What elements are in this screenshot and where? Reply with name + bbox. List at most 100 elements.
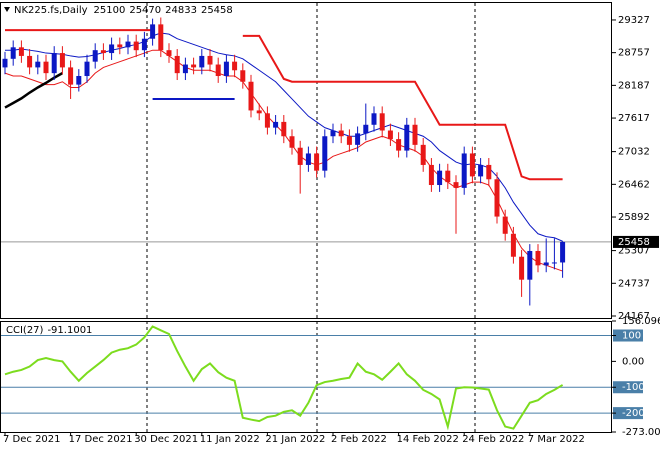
candle-body — [486, 164, 492, 180]
cci-panel — [0, 321, 612, 433]
candle-body — [191, 64, 197, 68]
y-tick-label: 25307 — [618, 246, 650, 257]
candle-body — [445, 170, 451, 183]
candle-body — [519, 256, 525, 280]
cci-last: -91.1001 — [47, 325, 92, 336]
y-tick-label: 0.00 — [622, 356, 644, 367]
candle-body — [543, 262, 549, 266]
candle-body — [166, 50, 172, 56]
candle-body — [322, 136, 328, 171]
candle-body — [35, 61, 41, 68]
candle-body — [174, 55, 180, 74]
candle-body — [289, 136, 295, 148]
indicator-line — [5, 32, 563, 242]
candle-body — [141, 38, 147, 51]
price-panel — [0, 2, 612, 319]
candle-body — [158, 24, 164, 51]
y-tick-label: 26462 — [618, 179, 650, 190]
candle-body — [363, 124, 369, 134]
candle-body — [18, 47, 24, 56]
candle-body — [420, 144, 426, 165]
candle-body — [273, 121, 279, 128]
y-tick-label: 25892 — [618, 212, 650, 223]
candle-body — [125, 41, 131, 48]
indicator-line — [4, 72, 64, 109]
price-header: NK225.fs,Daily 25100 25470 24833 25458 — [14, 5, 233, 16]
candle-body — [494, 179, 500, 217]
candle-body — [478, 164, 484, 177]
price-box — [613, 235, 659, 248]
candle-body — [461, 153, 467, 188]
candle-body — [551, 262, 557, 264]
x-tick-label: 11 Jan 2022 — [200, 434, 260, 445]
candle-body — [396, 139, 402, 151]
candle-body — [264, 113, 270, 128]
y-tick-label: 24167 — [618, 311, 650, 322]
candle-body — [199, 55, 205, 68]
candle-body — [68, 67, 74, 85]
price-box-label: 25458 — [618, 237, 650, 248]
candle-body — [27, 55, 33, 68]
candle-body — [10, 47, 16, 59]
candle-body — [355, 133, 361, 145]
candle-body — [117, 44, 123, 48]
candle-body — [453, 182, 459, 188]
x-tick-label: 7 Dec 2021 — [3, 434, 61, 445]
x-tick-label: 17 Dec 2021 — [69, 434, 133, 445]
candle-body — [207, 55, 213, 65]
candle-body — [76, 76, 82, 85]
candle-body — [232, 61, 238, 71]
y-tick-label: 29327 — [618, 15, 650, 26]
last-close: 25458 — [201, 5, 233, 16]
candle-body — [387, 130, 393, 140]
cci-line — [4, 325, 564, 431]
candle-body — [182, 64, 188, 74]
candle-body — [510, 233, 516, 257]
candle-body — [256, 110, 262, 114]
last-high: 25470 — [129, 5, 161, 16]
candle-body — [109, 44, 115, 54]
y-tick-label: 27617 — [618, 113, 650, 124]
candle-body — [281, 121, 287, 137]
y-tick-label: 156.0965 — [622, 316, 660, 327]
candle-body — [379, 113, 385, 131]
candle-body — [215, 64, 221, 77]
candle-body — [297, 147, 303, 165]
collapse-arrow — [4, 7, 10, 12]
candle-body — [469, 153, 475, 177]
y-tick-label: -200 — [622, 408, 645, 419]
cci-header: CCI(27) -91.1001 — [6, 325, 92, 336]
candle-body — [346, 136, 352, 145]
candle-body — [502, 216, 508, 234]
x-tick-label: 2 Feb 2022 — [331, 434, 387, 445]
y-tick-label: 28187 — [618, 80, 650, 91]
candle-body — [43, 61, 49, 74]
candle-body — [133, 41, 139, 51]
y-tick-label: 100 — [622, 331, 641, 342]
x-tick-label: 30 Dec 2021 — [134, 434, 198, 445]
x-tick-label: 24 Feb 2022 — [462, 434, 524, 445]
x-tick-label: 7 Mar 2022 — [528, 434, 585, 445]
y-tick-label: -100 — [622, 382, 645, 393]
candle-body — [2, 58, 8, 68]
x-tick-label: 21 Jan 2022 — [265, 434, 325, 445]
cci-title: CCI(27) — [6, 325, 44, 336]
candle-body — [248, 81, 254, 111]
symbol: NK225.fs,Daily — [14, 5, 88, 16]
indicator-line — [242, 34, 563, 181]
candle-body — [404, 124, 410, 151]
candle-body — [338, 130, 344, 137]
candle-body — [535, 250, 541, 266]
level-box — [613, 381, 643, 394]
y-tick-label: -273.0024 — [622, 427, 660, 438]
x-tick-label: 14 Feb 2022 — [397, 434, 459, 445]
candle-body — [223, 61, 229, 77]
y-tick-label: 27032 — [618, 147, 650, 158]
candle-body — [314, 153, 320, 171]
last-open: 25100 — [94, 5, 126, 16]
candle-body — [437, 170, 443, 186]
last-low: 24833 — [165, 5, 197, 16]
candle-body — [371, 113, 377, 125]
level-box — [613, 407, 643, 420]
candle-body — [59, 53, 65, 68]
